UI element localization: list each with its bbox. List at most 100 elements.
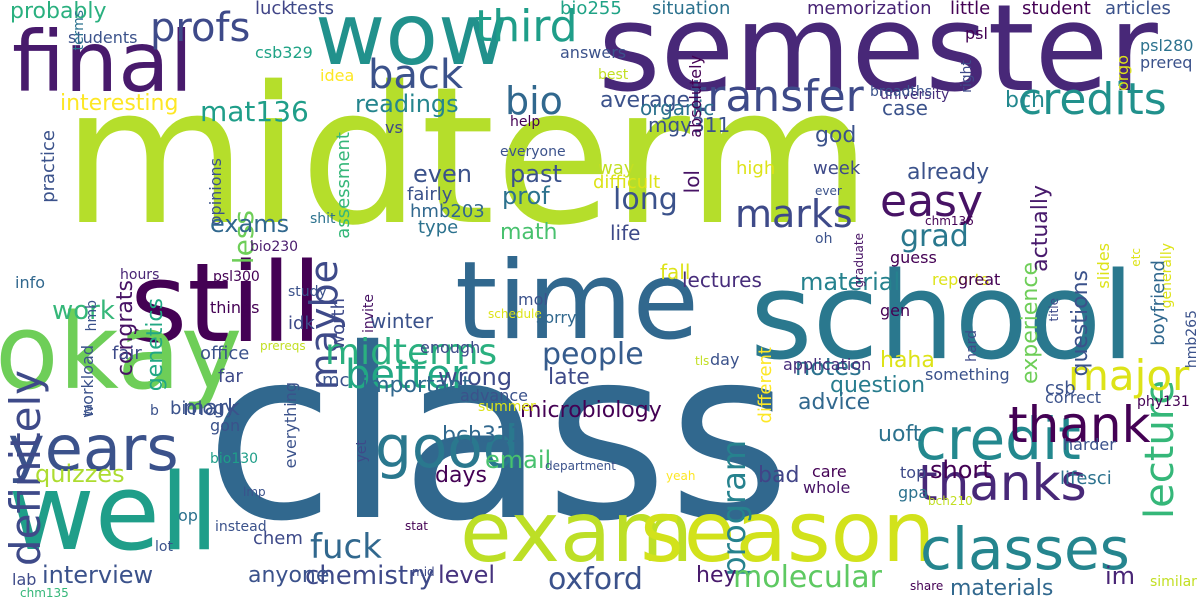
word-okay: okay xyxy=(0,291,243,413)
word-wrong: wrong xyxy=(438,363,513,391)
word-better: better xyxy=(345,352,468,398)
word-memorization: memorization xyxy=(807,0,932,19)
word-students: students xyxy=(68,28,138,47)
word-bio255: bio255 xyxy=(560,0,622,19)
word-share: share xyxy=(910,579,944,593)
word-short: short xyxy=(930,456,992,484)
word-chem: chem xyxy=(253,528,303,549)
word-advice: advice xyxy=(798,390,871,415)
word-different: different xyxy=(755,347,776,424)
word-lectures: lectures xyxy=(682,268,762,292)
word-mgy311: mgy311 xyxy=(648,113,731,137)
word-phy131: phy131 xyxy=(1137,394,1190,410)
word-lifesci: lifesci xyxy=(1060,468,1112,489)
word-psl: psl xyxy=(965,24,988,43)
word-people: people xyxy=(542,337,644,372)
word-im: im xyxy=(1105,562,1136,590)
word-important: important xyxy=(362,373,471,398)
word-molecular: molecular xyxy=(733,560,882,595)
word-student: student xyxy=(1022,0,1091,19)
word-marks: marks xyxy=(735,192,853,236)
word-long: long xyxy=(613,182,678,217)
word-lol: lol xyxy=(680,170,704,194)
word-email: email xyxy=(485,446,552,474)
word-gen: gen xyxy=(880,301,911,320)
word-midterm: midterm xyxy=(62,46,872,267)
word-great: great xyxy=(958,270,1001,289)
word-credit: credit xyxy=(915,405,1081,473)
word-shit: shit xyxy=(310,211,336,227)
word-profs: profs xyxy=(150,5,251,51)
word-everything: everything xyxy=(281,382,300,469)
word-haha: haha xyxy=(880,348,935,373)
word-idea: idea xyxy=(320,66,355,85)
word-materials: materials xyxy=(950,576,1054,600)
word-school: school xyxy=(750,248,1135,387)
word-yet: yet xyxy=(354,440,370,463)
word-ever: ever xyxy=(815,184,842,198)
word-biology: biology xyxy=(170,398,236,419)
word-winter: winter xyxy=(370,309,433,333)
word-good: good xyxy=(375,413,520,481)
word-advance: advance xyxy=(460,386,529,405)
word-anyone: anyone xyxy=(248,563,330,588)
word-mc: mc xyxy=(322,370,350,391)
word-actually: actually xyxy=(1028,185,1053,272)
word-still: still xyxy=(130,239,323,367)
word-boyfriend: boyfriend xyxy=(1148,260,1169,346)
word-help: help xyxy=(510,114,541,130)
word-bio130: bio130 xyxy=(210,451,259,467)
word-psl300: psl300 xyxy=(213,269,260,285)
word-exams: exams xyxy=(210,210,290,238)
word-time: time xyxy=(455,239,700,364)
word-way: way xyxy=(598,158,635,179)
word-oxford: oxford xyxy=(548,562,643,597)
word-prof: prof xyxy=(502,182,550,210)
word-late: late xyxy=(548,365,590,390)
word-orgo: orgo xyxy=(1113,55,1132,92)
word-average: average xyxy=(600,88,691,113)
word-csb329: csb329 xyxy=(255,43,313,62)
word-breadths: breadths xyxy=(870,84,933,100)
word-idk: idk xyxy=(288,313,315,334)
word-slides: slides xyxy=(1094,243,1113,289)
word-mid: mid xyxy=(412,565,435,579)
word-grad: grad xyxy=(900,219,969,254)
word-exam: exam xyxy=(460,483,694,581)
word-hmb: hmb xyxy=(84,300,100,332)
word-sorry: sorry xyxy=(536,308,577,327)
word-fall: fall xyxy=(660,260,691,284)
word-similar: similar xyxy=(1150,574,1197,590)
word-years: years xyxy=(8,412,179,485)
word-genetics: genetics xyxy=(143,298,168,392)
word-psl280: psl280 xyxy=(1140,36,1194,55)
word-info: info xyxy=(15,273,46,292)
word-little: little xyxy=(950,0,991,19)
word-enough: enough xyxy=(420,338,481,357)
word-life: life xyxy=(610,221,641,245)
word-practice: practice xyxy=(38,130,59,203)
word-title: title xyxy=(1047,298,1061,322)
word-stat: stat xyxy=(405,519,429,533)
word-mol: mol xyxy=(518,290,548,309)
word-wow: wow xyxy=(315,0,509,85)
word-midterms: midterms xyxy=(325,332,498,373)
word-thanks: thanks xyxy=(918,454,1087,512)
word-everyone: everyone xyxy=(500,144,566,160)
word-ta: ta xyxy=(81,404,95,417)
word-worth: worth xyxy=(328,298,349,350)
word-past: past xyxy=(510,160,562,188)
word-top: top xyxy=(900,463,927,482)
word-day: day xyxy=(710,350,740,369)
word-application: application xyxy=(783,355,872,374)
word-back: back xyxy=(368,52,464,98)
word-far: far xyxy=(218,366,243,387)
word-luck: luck xyxy=(255,0,292,19)
word-hmb203: hmb203 xyxy=(410,201,485,222)
word-answers: answers xyxy=(560,43,627,62)
word-csb: csb xyxy=(1045,378,1076,399)
word-difficult: difficult xyxy=(593,172,661,193)
word-terms: terms xyxy=(71,10,87,51)
word-major: major xyxy=(1068,351,1190,400)
word-interesting: interesting xyxy=(60,91,179,116)
